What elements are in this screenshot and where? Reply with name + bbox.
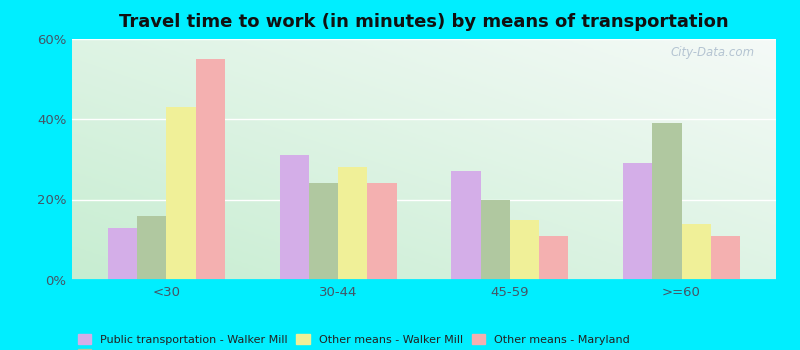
Bar bbox=[196, 58, 225, 280]
Title: Travel time to work (in minutes) by means of transportation: Travel time to work (in minutes) by mean… bbox=[119, 13, 729, 32]
Bar bbox=[623, 163, 652, 280]
Legend: Public transportation - Walker Mill, Public transportation - Maryland, Other mea: Public transportation - Walker Mill, Pub… bbox=[78, 334, 630, 350]
Bar bbox=[138, 216, 166, 280]
Text: City-Data.com: City-Data.com bbox=[670, 46, 755, 59]
Bar bbox=[481, 199, 510, 280]
Bar bbox=[710, 236, 740, 280]
Bar bbox=[682, 224, 710, 280]
Bar bbox=[280, 155, 309, 280]
Bar bbox=[510, 220, 539, 280]
Bar bbox=[539, 236, 568, 280]
Bar bbox=[108, 228, 138, 280]
Bar bbox=[309, 183, 338, 280]
Bar bbox=[367, 183, 397, 280]
Bar bbox=[166, 107, 196, 280]
Bar bbox=[338, 167, 367, 280]
Bar bbox=[652, 123, 682, 280]
Bar bbox=[451, 171, 481, 280]
